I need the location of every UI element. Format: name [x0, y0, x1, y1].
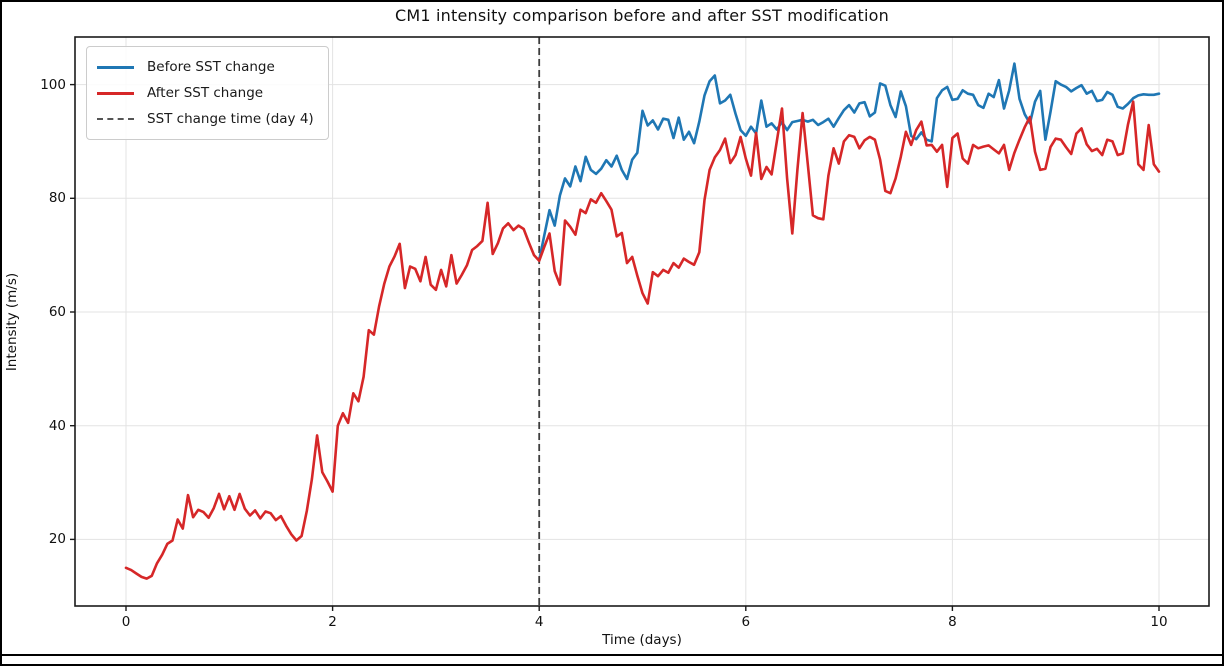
legend-line-before-icon [97, 65, 134, 69]
x-tick-label: 4 [534, 614, 544, 630]
bottom-divider [0, 654, 1224, 656]
legend-item-sst-time: SST change time (day 4) [97, 106, 314, 132]
axes-spines [74, 36, 1210, 607]
x-tick-label: 0 [121, 614, 131, 630]
chart-title: CM1 intensity comparison before and afte… [395, 6, 889, 25]
legend-line-after-icon [97, 91, 134, 95]
x-tick-label: 6 [741, 614, 751, 630]
y-tick-label: 20 [48, 531, 66, 548]
series-after-line [124, 100, 1161, 580]
series-before-line [537, 62, 1161, 262]
legend-label-before: Before SST change [147, 59, 275, 75]
legend: Before SST change After SST change SST c… [86, 46, 329, 140]
x-tick-label: 2 [328, 614, 337, 630]
legend-item-after: After SST change [97, 80, 314, 106]
legend-item-before: Before SST change [97, 54, 314, 80]
x-axis-label: Time (days) [602, 632, 682, 648]
y-tick-label: 100 [40, 76, 66, 93]
x-tick-label: 8 [948, 614, 957, 630]
y-tick-label: 40 [48, 417, 66, 434]
y-tick-label: 80 [48, 190, 66, 207]
y-tick-label: 60 [48, 304, 66, 320]
x-tick-label: 10 [1150, 614, 1168, 630]
legend-label-after: After SST change [147, 85, 264, 101]
legend-label-sst-time: SST change time (day 4) [147, 111, 314, 127]
legend-line-sst-dashed-icon [97, 118, 134, 120]
